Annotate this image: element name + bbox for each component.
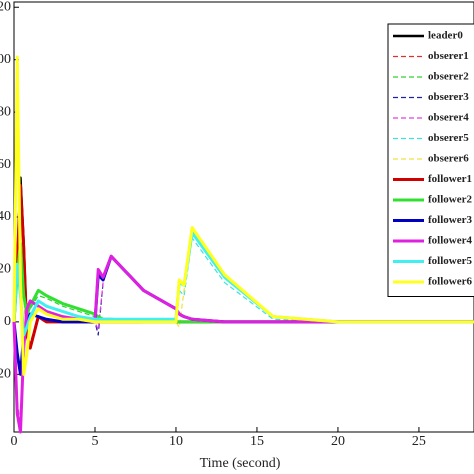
legend-label: follower1 [428, 173, 472, 185]
legend-label: obserer2 [428, 71, 469, 83]
x-tick-label: 20 [331, 434, 345, 449]
legend-label: follower3 [428, 214, 472, 226]
series-line [13, 255, 474, 375]
series-line [12, 254, 474, 434]
y-tick-label: 40 [0, 209, 11, 224]
legend-label: obserer4 [428, 112, 469, 124]
legend-label: follower4 [428, 235, 472, 247]
series-line [12, 55, 474, 376]
legend-label: obserer6 [428, 153, 469, 165]
y-tick-label: 20 [0, 262, 11, 277]
legend-label: obserer1 [428, 50, 469, 62]
y-tick-label: 60 [0, 157, 11, 172]
x-tick-label: 10 [169, 434, 183, 449]
legend-label: obserer3 [428, 91, 469, 103]
y-tick-label: 100 [0, 52, 11, 67]
y-tick-label: -20 [0, 367, 11, 382]
x-tick-label: 0 [11, 434, 18, 449]
series-line [12, 231, 474, 337]
y-tick-label: 80 [0, 104, 11, 119]
x-tick-label: 5 [91, 434, 98, 449]
x-axis-label: Time (second) [200, 456, 281, 471]
legend-label: follower2 [428, 194, 472, 206]
x-tick-label: 25 [412, 434, 426, 449]
legend-label: leader0 [428, 30, 463, 42]
legend-label: follower5 [428, 255, 472, 267]
y-tick-label: 120 [0, 0, 11, 14]
y-tick-label: 0 [4, 314, 11, 329]
legend-label: follower6 [428, 276, 472, 288]
x-tick-label: 15 [250, 434, 264, 449]
legend-box [387, 23, 474, 297]
legend-label: obserer5 [428, 132, 469, 144]
